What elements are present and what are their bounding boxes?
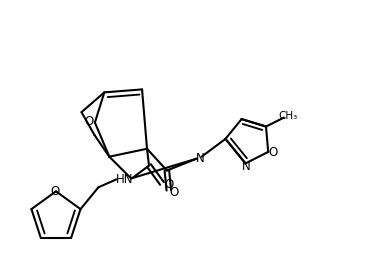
Text: HN: HN — [115, 173, 133, 186]
Text: N: N — [242, 160, 251, 173]
Text: O: O — [84, 115, 94, 128]
Text: O: O — [50, 185, 60, 198]
Text: O: O — [169, 186, 178, 199]
Text: O: O — [164, 178, 174, 191]
Text: O: O — [269, 146, 278, 159]
Text: N: N — [196, 152, 205, 165]
Text: CH₃: CH₃ — [278, 111, 297, 121]
